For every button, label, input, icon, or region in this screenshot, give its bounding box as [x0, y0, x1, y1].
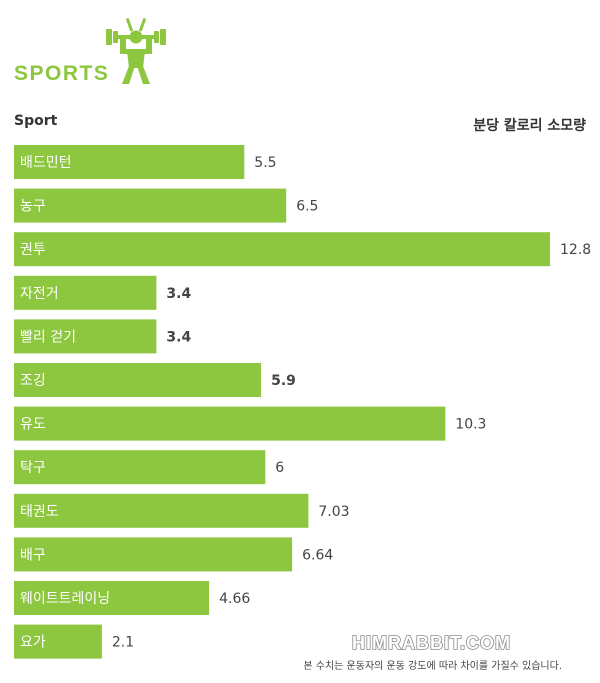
- bar-3: [14, 232, 550, 267]
- category-label-5: 빨리 걷기: [20, 329, 76, 345]
- value-label-7: 10.3: [455, 417, 486, 433]
- category-label-3: 권투: [20, 242, 46, 258]
- axis-label-sport: Sport: [14, 113, 58, 129]
- value-label-3: 12.8: [560, 242, 591, 258]
- axis-label-calories: 분당 칼로리 소모량: [473, 118, 586, 134]
- footnote: 본 수치는 운동자의 운동 강도에 따라 차이를 가질수 있습니다.: [303, 661, 562, 672]
- value-label-2: 6.5: [296, 199, 318, 215]
- bar-4: [14, 275, 157, 310]
- bar-6: [14, 363, 262, 397]
- value-label-1: 5.5: [254, 155, 276, 171]
- category-label-11: 웨이트트레이닝: [20, 591, 110, 607]
- category-label-2: 농구: [20, 199, 46, 215]
- page-title: SPORTS: [14, 62, 110, 85]
- watermark: HIMRABBIT.COM: [351, 632, 511, 654]
- category-label-1: 배드민턴: [20, 155, 72, 171]
- value-label-12: 2.1: [112, 635, 134, 651]
- category-label-10: 배구: [20, 547, 46, 563]
- bar-7: [14, 406, 446, 441]
- bar-1: [14, 145, 245, 179]
- weightlifter-icon: [106, 18, 166, 84]
- value-label-5: 3.4: [166, 329, 191, 345]
- header: SPORTS: [0, 0, 600, 110]
- value-label-4: 3.4: [166, 286, 191, 302]
- value-label-8: 6: [275, 460, 284, 476]
- bar-2: [14, 188, 287, 223]
- value-label-10: 6.64: [302, 547, 333, 563]
- value-label-11: 4.66: [219, 591, 250, 607]
- bar-8: [14, 450, 266, 485]
- bar-5: [14, 319, 157, 354]
- category-label-7: 유도: [20, 417, 46, 433]
- bar-10: [14, 537, 293, 572]
- category-label-9: 태권도: [20, 504, 59, 520]
- category-label-12: 요가: [20, 635, 46, 651]
- category-label-8: 탁구: [20, 460, 46, 476]
- value-label-6: 5.9: [271, 373, 296, 389]
- bar-9: [14, 493, 309, 528]
- category-label-4: 자전거: [20, 286, 59, 302]
- bar-11: [14, 581, 210, 615]
- bar-12: [14, 624, 102, 659]
- category-label-6: 조깅: [20, 373, 46, 389]
- value-label-9: 7.03: [318, 504, 349, 520]
